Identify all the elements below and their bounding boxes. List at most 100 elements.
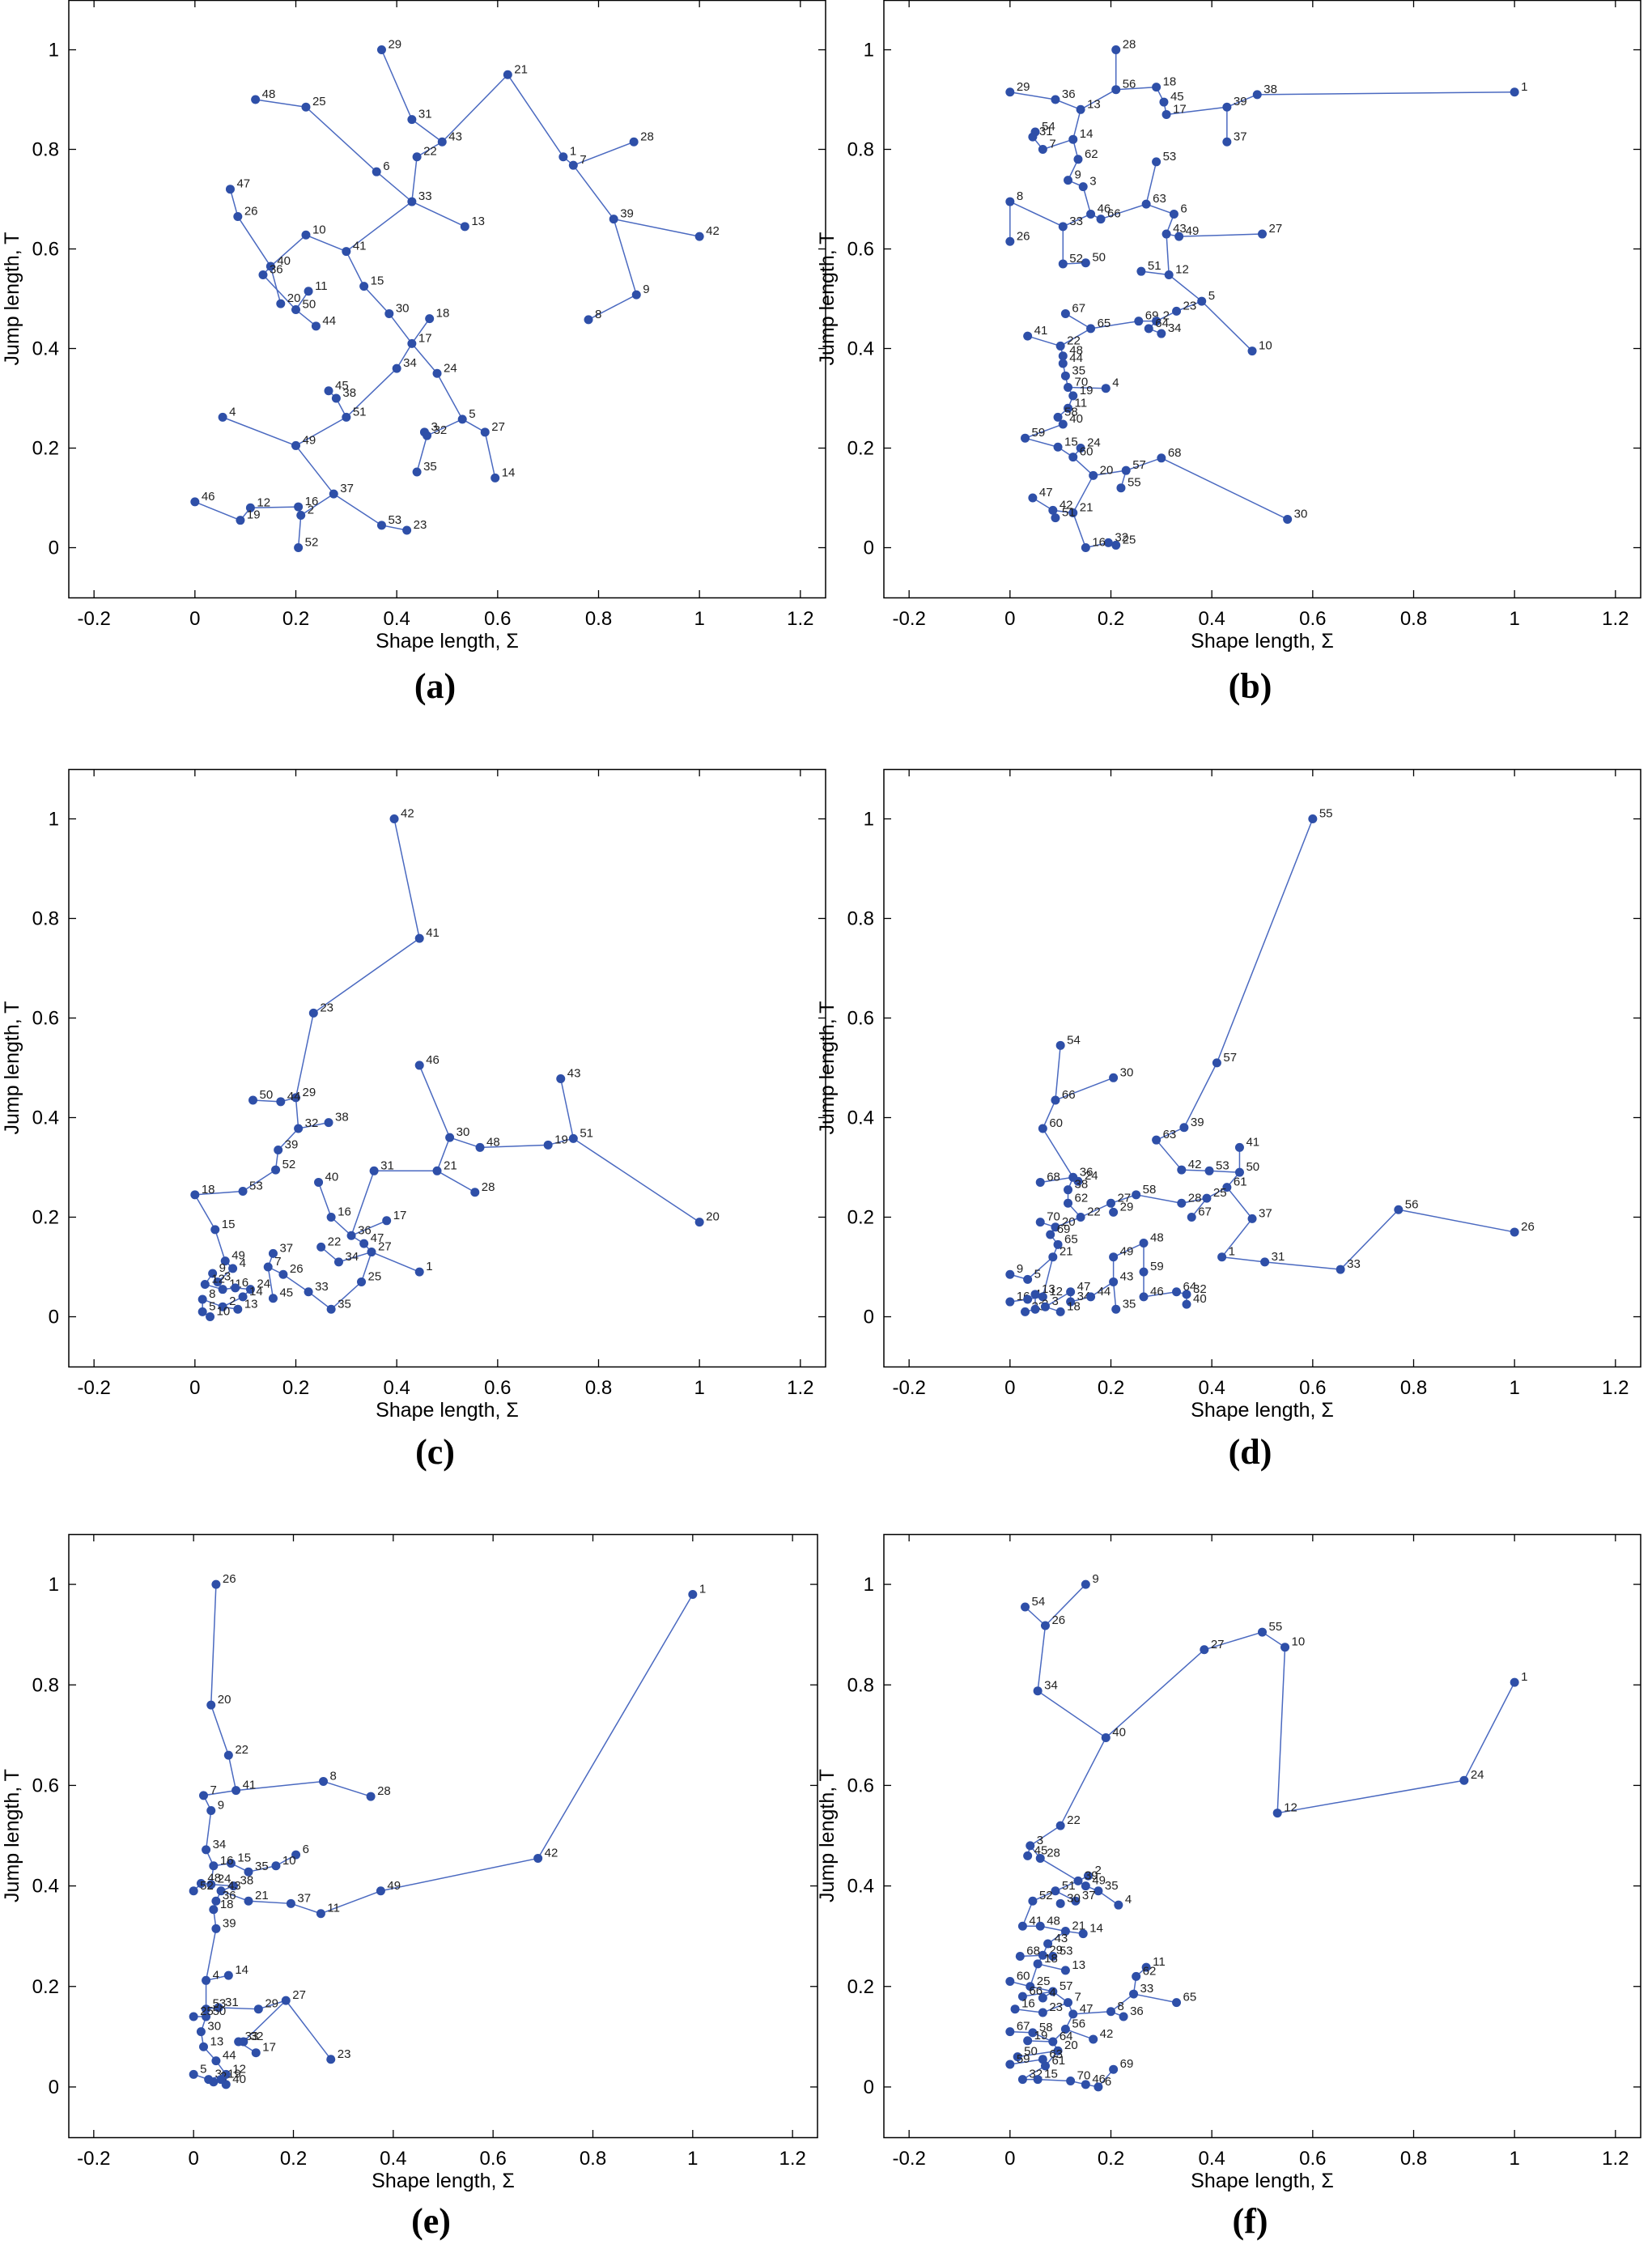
y-tick-label: 0.6 [847, 239, 874, 261]
x-tick-label: 0.8 [585, 608, 612, 630]
x-tick-label: 0.8 [585, 1377, 612, 1399]
data-point [1064, 1185, 1073, 1195]
point-label: 7 [210, 1783, 217, 1797]
point-label: 57 [1060, 1979, 1073, 1993]
point-label: 53 [249, 1180, 263, 1193]
data-point [223, 1750, 233, 1760]
data-point [1111, 540, 1121, 550]
panel-caption: (f) [1233, 2201, 1268, 2241]
point-label: 34 [213, 1838, 227, 1851]
data-point [1252, 90, 1262, 100]
data-point [245, 1285, 255, 1294]
x-tick-label: 0.8 [1400, 2148, 1427, 2170]
data-point [258, 270, 268, 279]
y-tick-label: 0.4 [32, 1876, 59, 1898]
x-tick-label: 0.2 [282, 1377, 309, 1399]
data-point [1139, 1267, 1149, 1277]
edge-line [1042, 1099, 1056, 1129]
data-point [1111, 1304, 1121, 1314]
point-label: 14 [1089, 1922, 1103, 1936]
point-label: 10 [1292, 1635, 1306, 1649]
data-point [1073, 1876, 1083, 1885]
edge-line [1072, 512, 1087, 548]
data-point [1064, 1998, 1073, 2008]
data-point [1152, 1135, 1161, 1145]
data-point [543, 1140, 553, 1150]
data-point [223, 1970, 233, 1980]
edge-line [305, 106, 377, 172]
point-label: 33 [315, 1280, 329, 1294]
edge-line [363, 286, 390, 314]
data-point [556, 1074, 566, 1084]
data-point [1510, 1227, 1519, 1237]
point-label: 11 [315, 279, 328, 293]
point-label: 32 [305, 1116, 319, 1130]
point-label: 46 [1098, 202, 1111, 215]
data-point [197, 1307, 207, 1316]
data-point [238, 1292, 248, 1302]
point-label: 51 [353, 405, 367, 419]
edge-line [253, 1099, 281, 1103]
point-label: 15 [237, 1851, 251, 1865]
edge-line [210, 1704, 230, 1756]
data-point [1035, 1177, 1045, 1187]
data-point [189, 2069, 198, 2079]
point-label: 11 [327, 1902, 340, 1915]
point-label: 42 [401, 807, 414, 821]
point-label: 45 [279, 1286, 293, 1300]
data-point [1033, 1959, 1043, 1969]
data-point [568, 160, 578, 170]
data-point [1064, 382, 1073, 392]
edge-line [1276, 1647, 1286, 1813]
y-tick-label: 1 [49, 809, 59, 831]
point-label: 21 [255, 1889, 269, 1902]
data-point [216, 1886, 226, 1896]
point-label: 28 [482, 1180, 495, 1194]
point-label: 35 [1072, 363, 1085, 377]
edge-line [1221, 1256, 1265, 1263]
x-tick-label: 0.4 [1198, 1377, 1225, 1399]
edge-line [1017, 2050, 1059, 2058]
data-point [1060, 2025, 1070, 2034]
point-label: 14 [249, 1285, 263, 1299]
data-point [376, 521, 386, 530]
point-label: 33 [1069, 215, 1083, 228]
data-point [206, 1312, 215, 1321]
plot-frame [883, 0, 1641, 599]
y-tick-label: 0 [49, 1307, 59, 1328]
data-point [1247, 346, 1257, 356]
data-point [209, 1861, 219, 1871]
x-tick-label: 0.2 [282, 608, 309, 630]
data-point [1260, 1257, 1270, 1267]
data-point [1058, 351, 1068, 361]
panel-caption: (c) [415, 1432, 455, 1472]
point-label: 66 [1062, 1088, 1076, 1102]
edge-line [1145, 161, 1157, 205]
edge-line [613, 219, 637, 295]
edge-line [1111, 1993, 1135, 2013]
point-label: 13 [471, 215, 485, 228]
data-point [1023, 1294, 1033, 1304]
x-axis-label: Shape length, Σ [376, 630, 519, 653]
edge-line [255, 99, 307, 108]
point-label: 21 [1072, 1919, 1085, 1932]
data-point [346, 1231, 356, 1240]
data-point [197, 1294, 207, 1304]
x-tick-label: 0.4 [1198, 608, 1225, 630]
data-point [1132, 1971, 1141, 1981]
edge-line [1072, 474, 1094, 513]
data-point [1064, 176, 1073, 185]
data-point [226, 1859, 236, 1868]
x-tick-label: 1 [694, 608, 704, 630]
data-point [291, 1850, 301, 1860]
x-axis-label: Shape length, Σ [376, 1399, 519, 1422]
edge-line [1463, 1681, 1515, 1781]
edge-line [227, 1755, 237, 1791]
point-label: 12 [257, 495, 270, 509]
panel-c: -0.2 0 0.2 0.4 0.6 0.8 1 1.2 0 0.2 0.4 0.6 0.8 1 Shape… [1, 768, 826, 1472]
point-label: 30 [457, 1125, 470, 1139]
point-label: 38 [240, 1874, 254, 1888]
point-label: 9 [643, 283, 649, 296]
panel-b: -0.2 0 0.2 0.4 0.6 0.8 1 1.2 0 0.2 0.4 0.6 0.8 1 Shape… [816, 0, 1641, 706]
